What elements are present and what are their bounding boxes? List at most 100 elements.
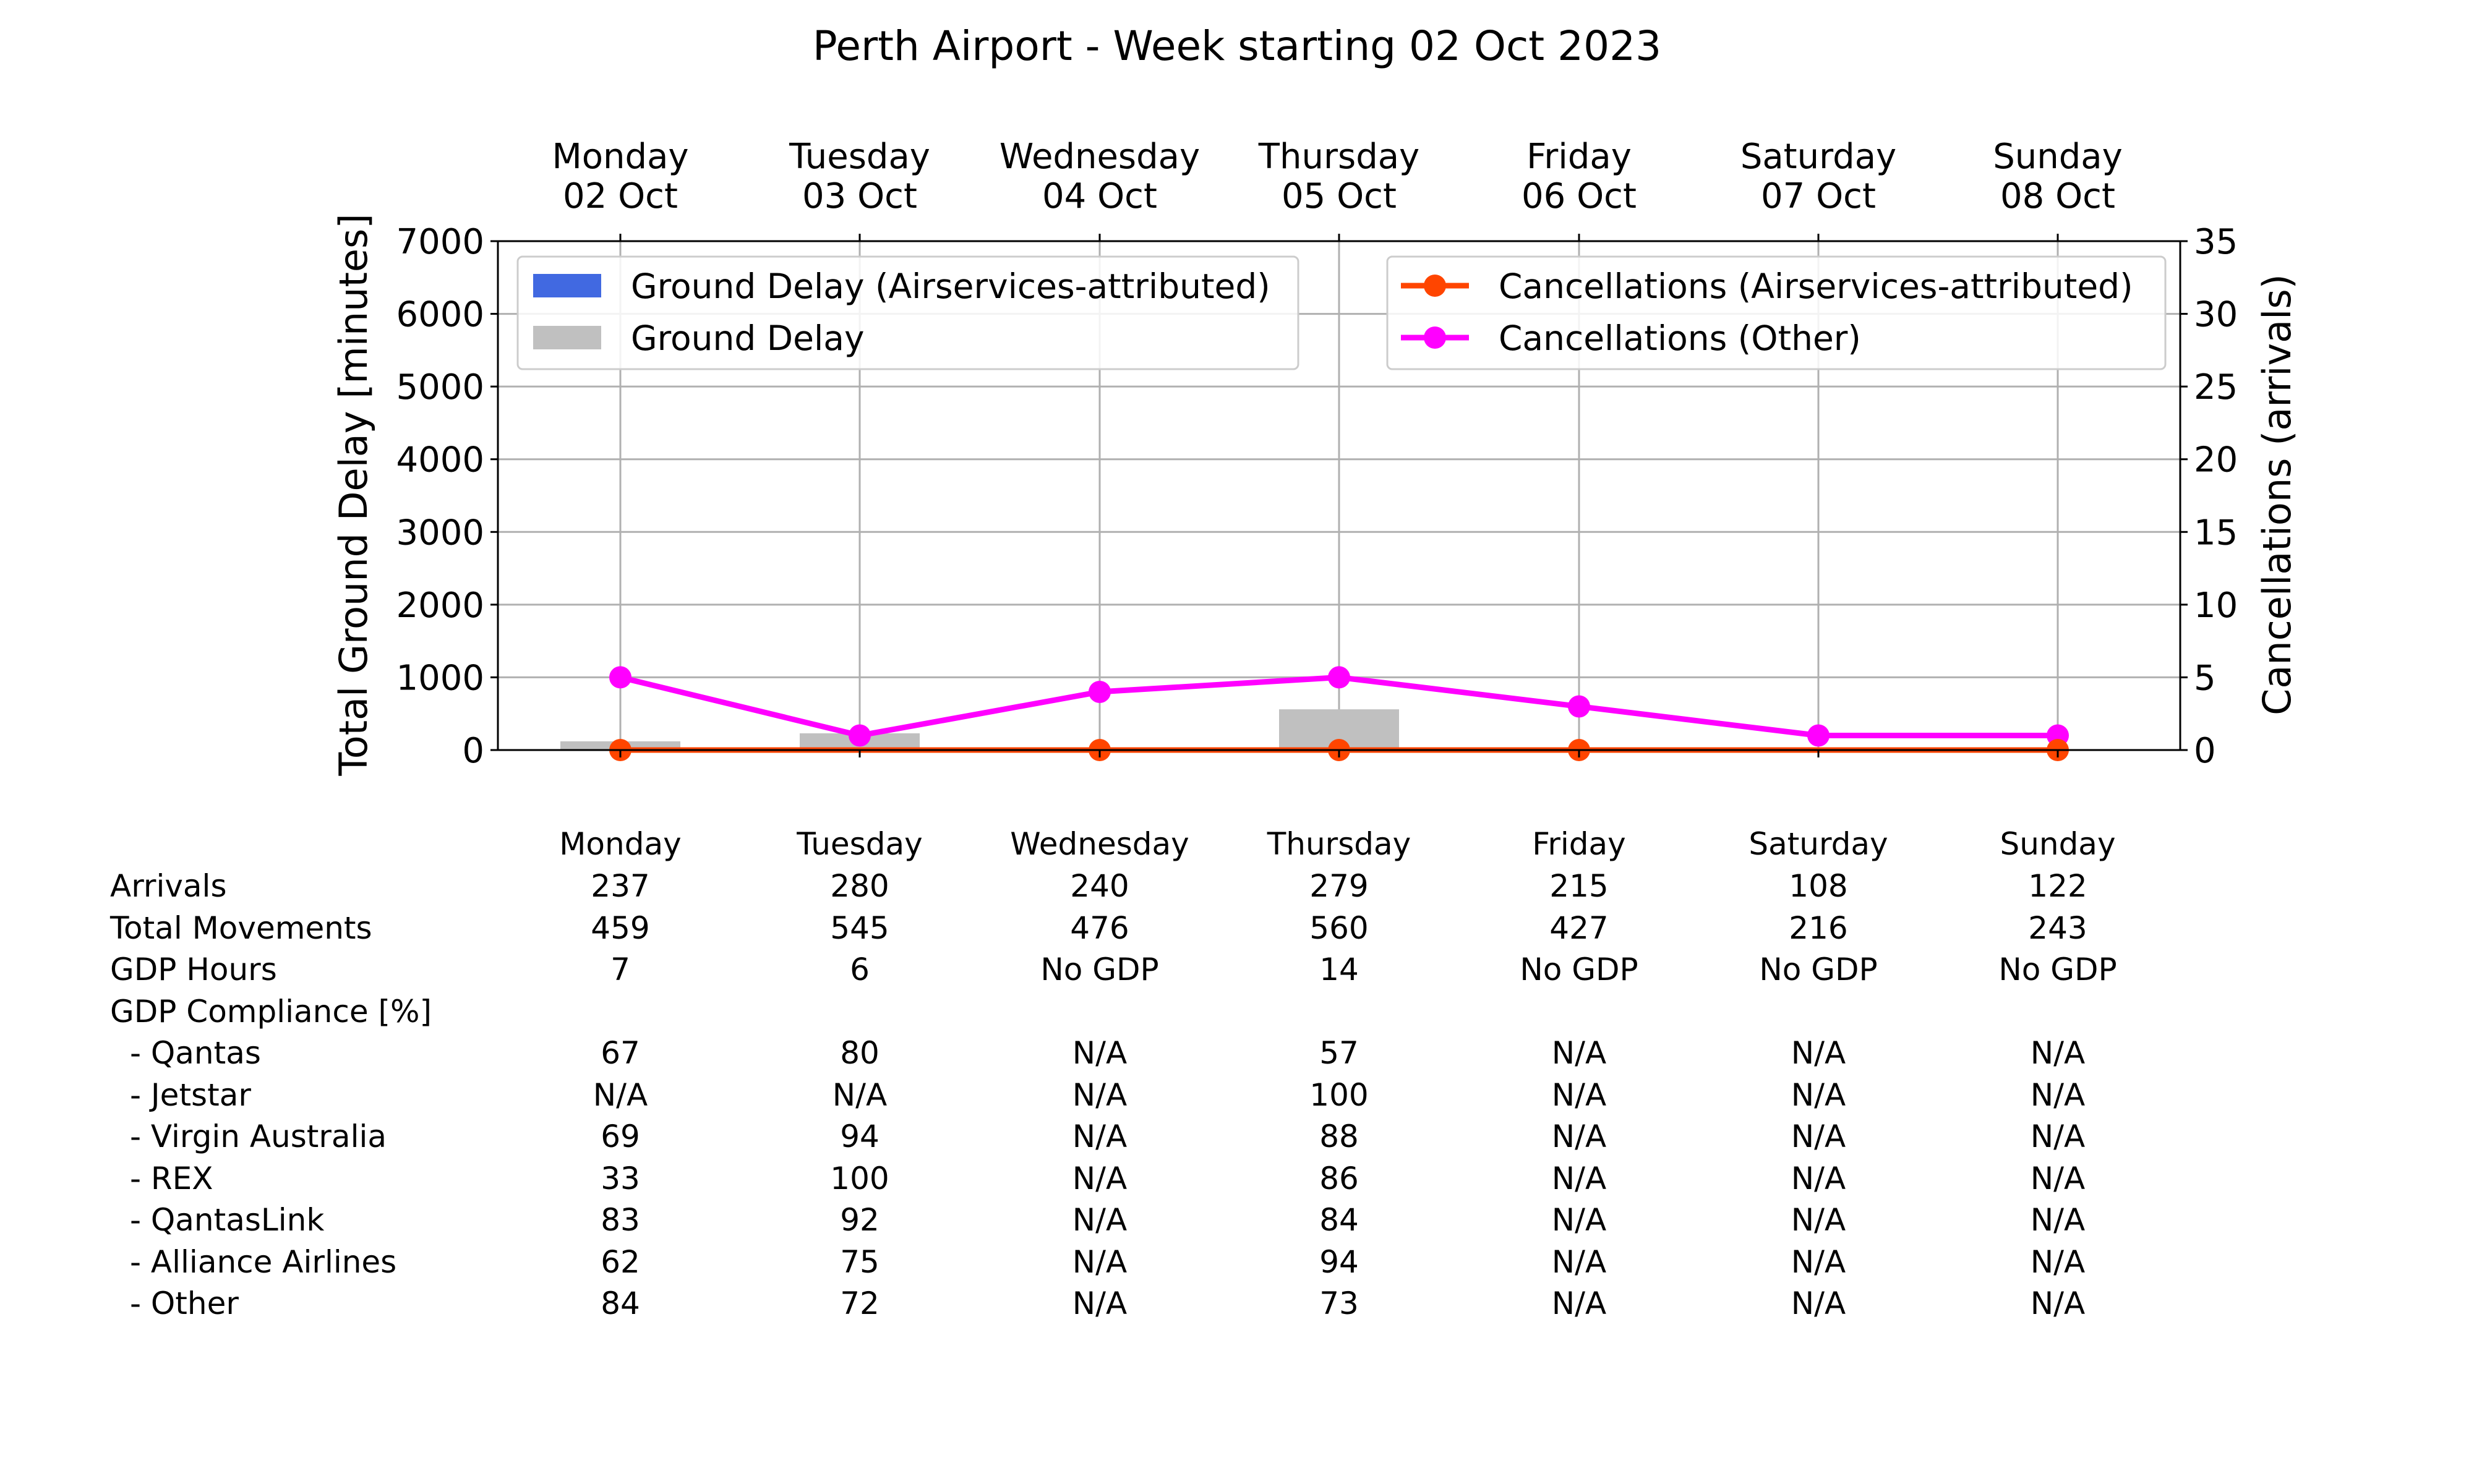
table-cell: 75: [840, 1243, 880, 1280]
right-tick-label: 35: [2194, 222, 2238, 262]
top-date-label: 02 Oct: [563, 176, 678, 216]
table-cell: N/A: [1551, 1077, 1607, 1113]
table-row-label: - Other: [130, 1286, 239, 1321]
left-tick-label: 0: [462, 731, 484, 771]
table-header-cell: Wednesday: [1010, 826, 1189, 862]
table-cell: N/A: [2030, 1243, 2086, 1280]
chart-title: Perth Airport - Week starting 02 Oct 202…: [812, 22, 1662, 70]
top-day-label: Friday: [1526, 137, 1632, 177]
table-cell: N/A: [1791, 1243, 1846, 1280]
left-tick-label: 4000: [396, 440, 484, 480]
point-cancellations-other-tuesday: [849, 724, 871, 747]
table-cell: 427: [1549, 910, 1609, 946]
table-row-label: - Jetstar: [130, 1077, 251, 1113]
table-cell: N/A: [1072, 1119, 1128, 1154]
table-cell: 92: [840, 1202, 880, 1238]
table-cell: 72: [840, 1286, 880, 1321]
left-tick-label: 2000: [396, 586, 484, 626]
table-cell: 122: [2028, 868, 2087, 904]
table-cell: N/A: [1791, 1202, 1846, 1238]
table-cell: 100: [1309, 1077, 1369, 1113]
table-cell: N/A: [1072, 1035, 1128, 1071]
top-day-label: Tuesday: [789, 137, 930, 177]
table-cell: 33: [601, 1160, 640, 1196]
legend-label: Cancellations (Airservices-attributed): [1499, 267, 2133, 306]
table-cell: 240: [1070, 868, 1129, 904]
point-cancellations-other-saturday: [1807, 724, 1830, 747]
table-cell: N/A: [1072, 1202, 1128, 1238]
table-row-label: - Qantas: [130, 1035, 261, 1071]
top-date-label: 06 Oct: [1522, 176, 1637, 216]
right-tick-label: 20: [2194, 440, 2238, 480]
table-cell: 88: [1319, 1119, 1359, 1154]
table-cell: 545: [830, 910, 889, 946]
table-cell: 6: [850, 952, 870, 987]
point-cancellations-other-friday: [1568, 695, 1590, 718]
table-cell: No GDP: [1520, 952, 1638, 987]
table-cell: 84: [1319, 1202, 1359, 1238]
table-row-label: - Alliance Airlines: [130, 1243, 397, 1280]
left-tick-label: 3000: [396, 513, 484, 553]
table-cell: No GDP: [1759, 952, 1878, 987]
table-header-cell: Sunday: [2000, 826, 2116, 862]
legends: Ground Delay (Airservices-attributed) Gro…: [516, 255, 2167, 370]
table-cell: N/A: [1072, 1160, 1128, 1196]
table-cell: N/A: [2030, 1077, 2086, 1113]
right-tick-label: 25: [2194, 367, 2238, 407]
legend-swatch-ground-delay: [533, 326, 601, 349]
table-cell: N/A: [2030, 1286, 2086, 1321]
table-cell: 94: [1319, 1243, 1359, 1280]
table-cell: 62: [601, 1243, 640, 1280]
table-row-label: GDP Hours: [110, 952, 277, 987]
left-tick-label: 5000: [396, 367, 484, 407]
table-cell: 86: [1319, 1160, 1359, 1196]
table-cell: 84: [601, 1286, 640, 1321]
legend-label: Ground Delay: [631, 318, 865, 358]
table-header-cell: Monday: [559, 826, 682, 862]
table-cell: 108: [1789, 868, 1848, 904]
table-cell: 69: [601, 1119, 640, 1154]
legend-label: Cancellations (Other): [1499, 318, 1861, 358]
table-row-label: Total Movements: [110, 910, 372, 946]
right-tick-label: 30: [2194, 295, 2238, 335]
right-tick-label: 5: [2194, 658, 2216, 698]
table-cell: N/A: [1072, 1243, 1128, 1280]
table-cell: 280: [830, 868, 889, 904]
legend-swatch-ground-delay-attributed: [533, 274, 601, 297]
table-cell: N/A: [1072, 1286, 1128, 1321]
top-date-label: 05 Oct: [1282, 176, 1397, 216]
axis-labels: 0 1000 2000 3000 4000 5000 6000 7000 0 5 10 15 20 25 3…: [331, 137, 2300, 777]
right-tick-label: 0: [2194, 731, 2216, 771]
table-cell: 80: [840, 1035, 880, 1071]
table-cell: 560: [1309, 910, 1369, 946]
table-cell: 100: [830, 1160, 889, 1196]
legend-left-frame: [516, 255, 1299, 370]
legend-marker-cancellations-other: [1424, 326, 1446, 349]
top-day-label: Wednesday: [999, 137, 1200, 177]
table-cell: N/A: [1551, 1160, 1607, 1196]
table-cell: N/A: [1791, 1119, 1846, 1154]
table-cell: No GDP: [1040, 952, 1159, 987]
top-day-label: Thursday: [1258, 137, 1419, 177]
left-tick-label: 1000: [396, 658, 484, 698]
table-header-cell: Friday: [1532, 826, 1626, 862]
table-cell: 216: [1789, 910, 1848, 946]
table-cell: N/A: [1551, 1035, 1607, 1071]
table-cell: N/A: [1791, 1286, 1846, 1321]
top-day-label: Monday: [552, 137, 688, 177]
table-cell: 459: [591, 910, 650, 946]
left-axis-title: Total Ground Delay [minutes]: [331, 213, 376, 776]
table-cell: No GDP: [1998, 952, 2117, 987]
chart-area: 0 1000 2000 3000 4000 5000 6000 7000 0 5 10 15 20 25 3…: [331, 137, 2300, 777]
table-cell: N/A: [1791, 1160, 1846, 1196]
table-cell: 237: [591, 868, 650, 904]
table-cell: 83: [601, 1202, 640, 1238]
table-header-cell: Saturday: [1748, 826, 1888, 862]
top-day-label: Sunday: [1993, 137, 2123, 177]
top-date-label: 07 Oct: [1761, 176, 1876, 216]
point-cancellations-other-monday: [609, 666, 631, 689]
table-header-cell: Tuesday: [797, 826, 923, 862]
table-row-label: - Virgin Australia: [130, 1119, 387, 1154]
table-cell: 7: [610, 952, 630, 987]
axes: [490, 234, 2188, 757]
